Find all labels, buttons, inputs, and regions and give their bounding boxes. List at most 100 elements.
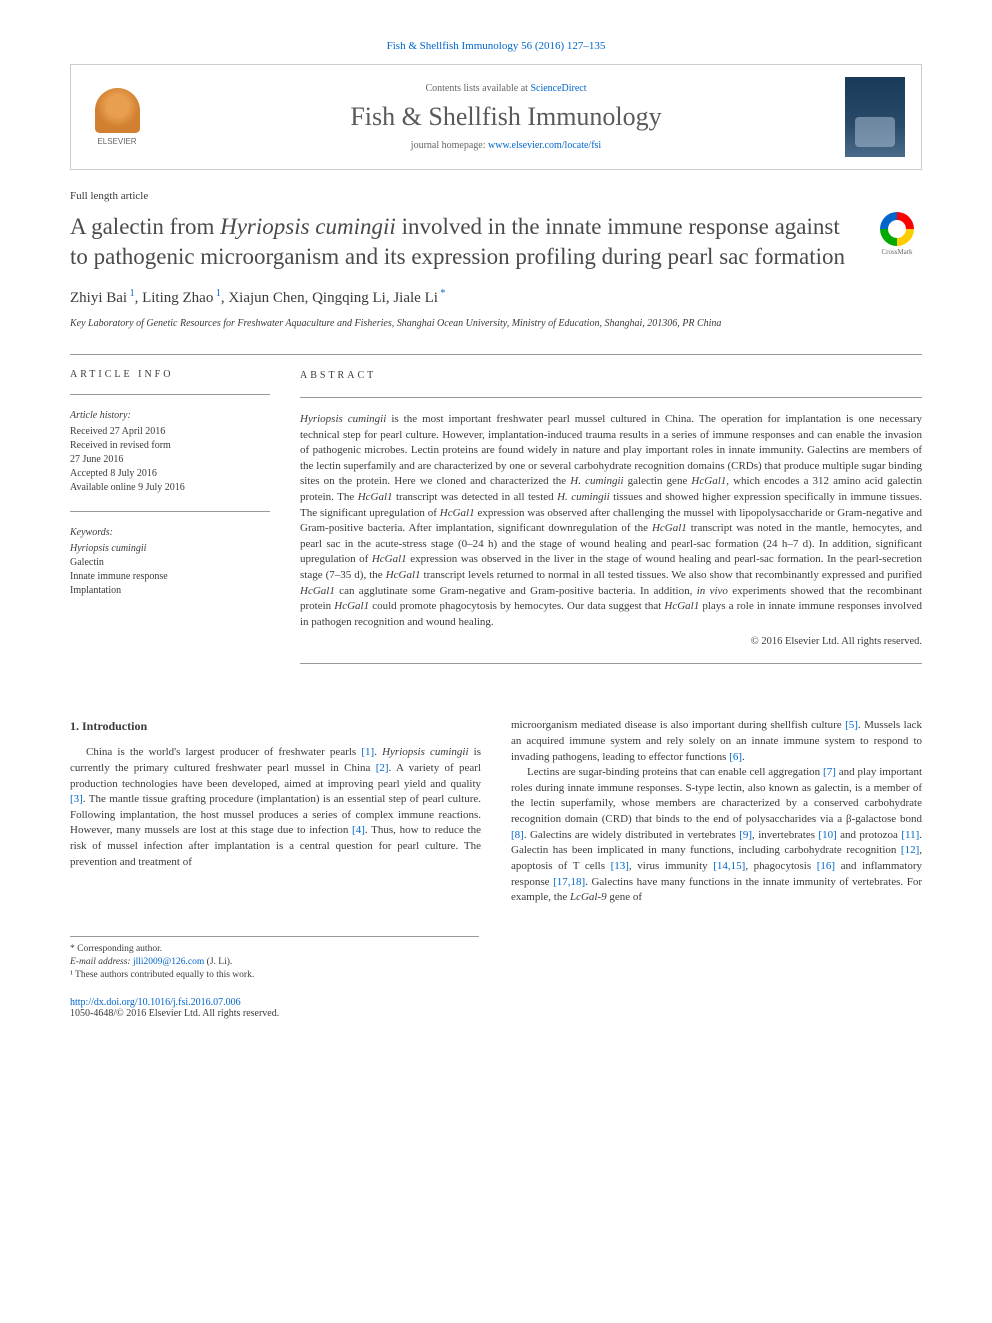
ref-6[interactable]: [6]: [729, 751, 742, 763]
footnotes: * Corresponding author. E-mail address: …: [70, 936, 479, 983]
keyword-4: Implantation: [70, 584, 270, 598]
email-link[interactable]: jlli2009@126.com: [133, 957, 204, 967]
crossmark-label: CrossMark: [881, 248, 912, 256]
online-date: Available online 9 July 2016: [70, 481, 270, 495]
article-info-sidebar: ARTICLE INFO Article history: Received 2…: [70, 369, 270, 679]
revised-date: 27 June 2016: [70, 453, 270, 467]
abstract-copyright: © 2016 Elsevier Ltd. All rights reserved…: [300, 635, 922, 650]
abs-t7: HcGal1: [358, 491, 393, 503]
ref-3[interactable]: [3]: [70, 793, 83, 805]
divider-top: [70, 354, 922, 355]
author-2: Liting Zhao: [142, 290, 213, 306]
email-label: E-mail address:: [70, 957, 133, 967]
info-divider-2: [70, 511, 270, 512]
elsevier-tree-icon: [95, 88, 140, 133]
ref-14-15[interactable]: [14,15]: [713, 860, 745, 872]
abs-t9: H. cumingii: [557, 491, 610, 503]
author-5: Jiale Li: [393, 290, 438, 306]
abs-t21: in vivo: [697, 585, 728, 597]
title-part-1: A galectin from: [70, 214, 220, 239]
ref-17-18[interactable]: [17,18]: [553, 876, 585, 888]
received-date: Received 27 April 2016: [70, 425, 270, 439]
ref-1[interactable]: [1]: [361, 746, 374, 758]
footer-bar: http://dx.doi.org/10.1016/j.fsi.2016.07.…: [70, 997, 922, 1019]
abstract-block: ABSTRACT Hyriopsis cumingii is the most …: [300, 369, 922, 679]
author-1-sup: 1: [127, 288, 135, 299]
journal-name: Fish & Shellfish Immunology: [167, 102, 845, 132]
intro-paragraph-1-cont: microorganism mediated disease is also i…: [511, 718, 922, 765]
ref-5[interactable]: [5]: [845, 719, 858, 731]
ref-16[interactable]: [16]: [817, 860, 835, 872]
revised-label: Received in revised form: [70, 439, 270, 453]
keyword-3: Innate immune response: [70, 570, 270, 584]
c2-p2i: , phagocytosis: [745, 860, 816, 872]
abstract-text: Hyriopsis cumingii is the most important…: [300, 412, 922, 631]
c2-p2c: . Galectins are widely distributed in ve…: [524, 829, 739, 841]
abs-t24: could promote phagocytosis by hemocytes.…: [369, 600, 664, 612]
c2-p1c: .: [742, 751, 745, 763]
ref-11[interactable]: [11]: [901, 829, 919, 841]
intro-paragraph-2: Lectins are sugar-binding proteins that …: [511, 765, 922, 905]
author-3: Xiajun Chen: [228, 290, 304, 306]
issn-copyright: 1050-4648/© 2016 Elsevier Ltd. All right…: [70, 1008, 922, 1019]
c2-i2: LcGal-9: [570, 891, 607, 903]
c2-p2e: and protozoa: [837, 829, 902, 841]
article-type: Full length article: [70, 190, 922, 202]
c1-p1a: China is the world's largest producer of…: [86, 746, 361, 758]
corr-star: *: [440, 288, 445, 299]
abs-t13: HcGal1: [652, 522, 687, 534]
ref-10[interactable]: [10]: [818, 829, 836, 841]
keyword-1: Hyriopsis cumingii: [70, 542, 270, 556]
c1-i1: Hyriopsis cumingii: [382, 746, 468, 758]
sup-1: 1: [130, 288, 135, 299]
header-center: Contents lists available at ScienceDirec…: [167, 83, 845, 151]
ref-4[interactable]: [4]: [352, 824, 365, 836]
author-1: Zhiyi Bai: [70, 290, 127, 306]
keywords-label: Keywords:: [70, 526, 270, 540]
abs-t8: transcript was detected in all tested: [393, 491, 558, 503]
sup-2: 1: [216, 288, 221, 299]
title-species: Hyriopsis cumingii: [220, 214, 396, 239]
ref-8[interactable]: [8]: [511, 829, 524, 841]
abs-t23: HcGal1: [334, 600, 369, 612]
doi-link[interactable]: http://dx.doi.org/10.1016/j.fsi.2016.07.…: [70, 997, 241, 1008]
author-2-sup: 1: [213, 288, 221, 299]
ref-2[interactable]: [2]: [376, 762, 389, 774]
sciencedirect-link[interactable]: ScienceDirect: [530, 83, 586, 94]
column-left: 1. Introduction China is the world's lar…: [70, 718, 481, 905]
c2-p2a: Lectins are sugar-binding proteins that …: [527, 766, 823, 778]
abs-t4: galectin gene: [624, 475, 692, 487]
abs-t11: HcGal1: [440, 507, 475, 519]
affiliation: Key Laboratory of Genetic Resources for …: [70, 317, 922, 330]
ref-12[interactable]: [12]: [901, 844, 919, 856]
info-divider-1: [70, 394, 270, 395]
journal-cover-thumbnail[interactable]: [845, 77, 905, 157]
abs-t19: HcGal1: [300, 585, 335, 597]
crossmark-badge[interactable]: CrossMark: [872, 212, 922, 262]
article-title: A galectin from Hyriopsis cumingii invol…: [70, 212, 852, 272]
history-label: Article history:: [70, 409, 270, 423]
homepage-link[interactable]: www.elsevier.com/locate/fsi: [488, 140, 601, 151]
keyword-2: Galectin: [70, 556, 270, 570]
abs-t15: HcGal1: [372, 553, 407, 565]
email-suffix: (J. Li).: [204, 957, 232, 967]
abs-t25: HcGal1: [664, 600, 699, 612]
ref-7[interactable]: [7]: [823, 766, 836, 778]
abs-t18: transcript levels returned to normal in …: [421, 569, 922, 581]
abstract-divider: [300, 397, 922, 398]
article-history: Article history: Received 27 April 2016 …: [70, 409, 270, 495]
abs-t20: can agglutinate some Gram-negative and G…: [335, 585, 697, 597]
accepted-date: Accepted 8 July 2016: [70, 467, 270, 481]
equal-contribution-note: ¹ These authors contributed equally to t…: [70, 969, 479, 982]
ref-9[interactable]: [9]: [739, 829, 752, 841]
keywords-block: Keywords: Hyriopsis cumingii Galectin In…: [70, 526, 270, 598]
corresponding-mark: *: [438, 288, 446, 299]
abs-t1: Hyriopsis cumingii: [300, 413, 386, 425]
c1-p1b: .: [374, 746, 382, 758]
abs-t3: H. cumingii: [570, 475, 623, 487]
elsevier-logo[interactable]: ELSEVIER: [87, 82, 147, 152]
email-line: E-mail address: jlli2009@126.com (J. Li)…: [70, 956, 479, 969]
ref-13[interactable]: [13]: [611, 860, 629, 872]
contents-line: Contents lists available at ScienceDirec…: [167, 83, 845, 94]
author-4: Qingqing Li: [312, 290, 386, 306]
